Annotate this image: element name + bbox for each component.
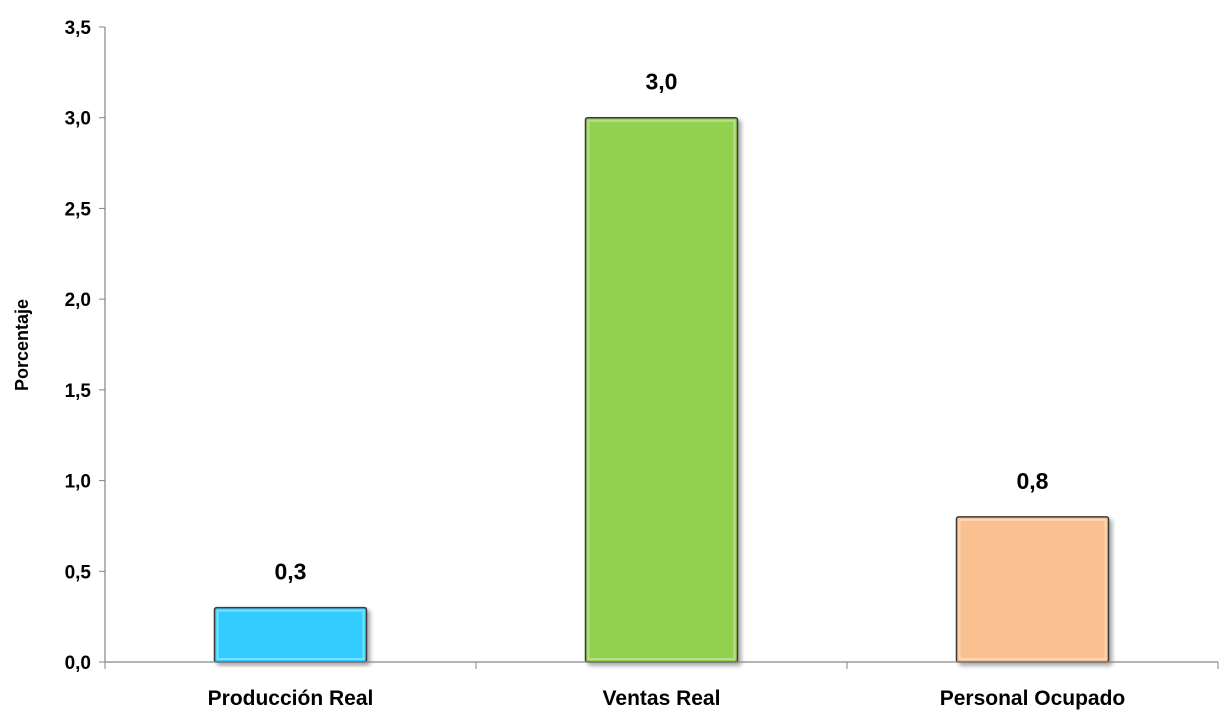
x-category-label: Ventas Real	[603, 687, 721, 710]
bar-2	[955, 516, 1110, 663]
bar-highlight-2	[958, 518, 1107, 660]
y-tick-label: 0,5	[65, 562, 92, 583]
x-category-label: Producción Real	[208, 687, 374, 710]
y-tick-label: 2,0	[65, 290, 91, 311]
data-label: 0,8	[1017, 468, 1049, 494]
bar-1	[584, 116, 739, 663]
bar-highlight-0	[216, 609, 365, 660]
y-tick-label: 3,5	[65, 18, 92, 39]
y-axis-title: Porcentaje	[12, 299, 32, 391]
y-tick-label: 0,0	[65, 653, 91, 674]
y-tick-label: 3,0	[65, 109, 91, 130]
data-label: 3,0	[646, 69, 678, 95]
y-tick-label: 2,5	[65, 199, 92, 220]
bar-0	[213, 606, 368, 663]
y-tick-label: 1,5	[65, 381, 92, 402]
data-label: 0,3	[275, 559, 307, 585]
x-category-label: Personal Ocupado	[940, 687, 1126, 710]
y-tick-label: 1,0	[65, 472, 91, 493]
bar-highlight-1	[587, 119, 736, 660]
